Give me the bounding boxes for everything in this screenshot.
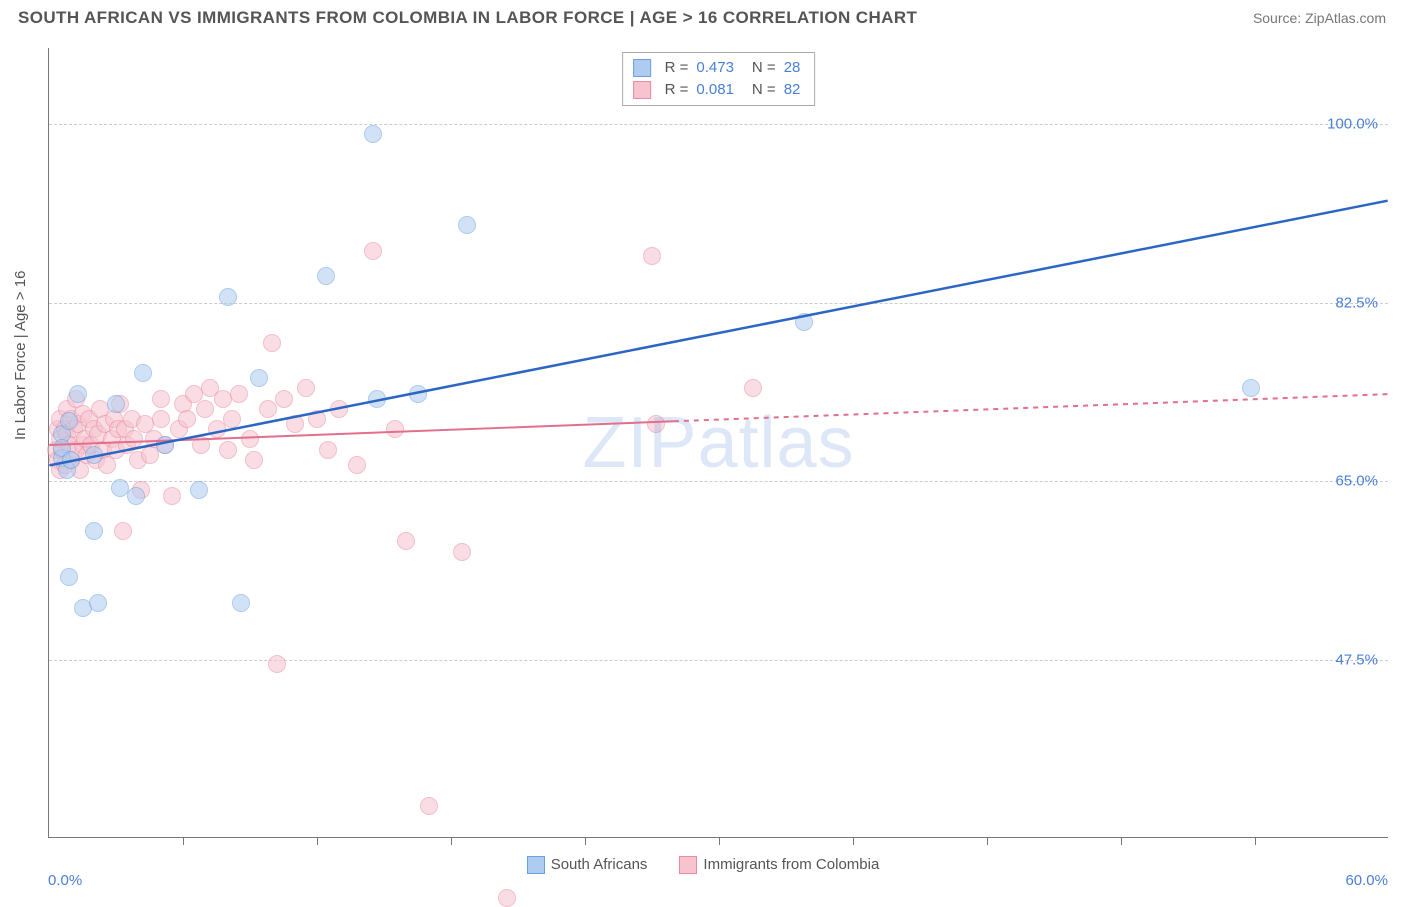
n-value: 28 [784,57,801,79]
legend-item: South Africans [527,856,648,874]
x-axis-max-label: 60.0% [1345,872,1388,889]
data-point [364,242,382,260]
legend-row: R = 0.081 N = 82 [633,79,801,101]
legend-swatch-icon [633,59,651,77]
n-label: N = [752,79,776,101]
data-point [744,379,762,397]
data-point [156,436,174,454]
data-point [1242,379,1260,397]
gridline-h [49,124,1388,125]
y-tick-label: 82.5% [1335,294,1378,311]
r-value: 0.473 [696,57,734,79]
data-point [196,400,214,418]
data-point [308,410,326,428]
data-point [192,436,210,454]
data-point [107,395,125,413]
chart-title: SOUTH AFRICAN VS IMMIGRANTS FROM COLOMBI… [18,8,917,28]
x-tick [719,837,720,845]
data-point [297,379,315,397]
x-tick [183,837,184,845]
data-point [152,410,170,428]
data-point [458,216,476,234]
legend-item: Immigrants from Colombia [679,856,879,874]
x-tick [987,837,988,845]
series-legend: South Africans Immigrants from Colombia [0,856,1406,874]
data-point [647,415,665,433]
data-point [141,446,159,464]
data-point [409,385,427,403]
data-point [420,797,438,815]
data-point [219,441,237,459]
x-tick [451,837,452,845]
data-point [241,430,259,448]
data-point [795,313,813,331]
data-point [62,451,80,469]
data-point [330,400,348,418]
data-point [85,446,103,464]
data-point [134,364,152,382]
data-point [286,415,304,433]
data-point [190,481,208,499]
legend-swatch-icon [679,856,697,874]
data-point [219,288,237,306]
data-point [208,420,226,438]
legend-swatch-icon [527,856,545,874]
correlation-legend: R = 0.473 N = 28 R = 0.081 N = 82 [622,52,816,106]
x-tick [1255,837,1256,845]
data-point [364,125,382,143]
data-point [317,267,335,285]
gridline-h [49,303,1388,304]
data-point [245,451,263,469]
n-label: N = [752,57,776,79]
data-point [397,532,415,550]
data-point [60,412,78,430]
n-value: 82 [784,79,801,101]
data-point [69,385,87,403]
data-point [152,390,170,408]
data-point [114,522,132,540]
data-point [125,430,143,448]
data-point [85,522,103,540]
watermark-text: ZIPatlas [582,402,854,484]
gridline-h [49,660,1388,661]
data-point [348,456,366,474]
legend-row: R = 0.473 N = 28 [633,57,801,79]
source-label: Source: ZipAtlas.com [1253,10,1386,26]
data-point [263,334,281,352]
data-point [268,655,286,673]
data-point [127,487,145,505]
y-axis-label: In Labor Force | Age > 16 [12,271,29,440]
data-point [259,400,277,418]
x-axis-min-label: 0.0% [48,872,82,889]
legend-label: Immigrants from Colombia [703,856,879,873]
y-tick-label: 100.0% [1327,116,1378,133]
r-label: R = [665,57,689,79]
data-point [232,594,250,612]
data-point [60,568,78,586]
data-point [368,390,386,408]
y-tick-label: 65.0% [1335,473,1378,490]
chart-plot-area: ZIPatlas R = 0.473 N = 28 R = 0.081 N = 82 47.5… [48,48,1388,838]
x-tick [1121,837,1122,845]
x-tick [585,837,586,845]
data-point [453,543,471,561]
x-tick [317,837,318,845]
data-point [163,487,181,505]
data-point [223,410,241,428]
x-tick [853,837,854,845]
data-point [230,385,248,403]
r-value: 0.081 [696,79,734,101]
data-point [643,247,661,265]
data-point [386,420,404,438]
data-point [275,390,293,408]
r-label: R = [665,79,689,101]
legend-swatch-icon [633,81,651,99]
legend-label: South Africans [551,856,648,873]
y-tick-label: 47.5% [1335,651,1378,668]
data-point [250,369,268,387]
gridline-h [49,481,1388,482]
data-point [178,410,196,428]
data-point [89,594,107,612]
data-point [319,441,337,459]
